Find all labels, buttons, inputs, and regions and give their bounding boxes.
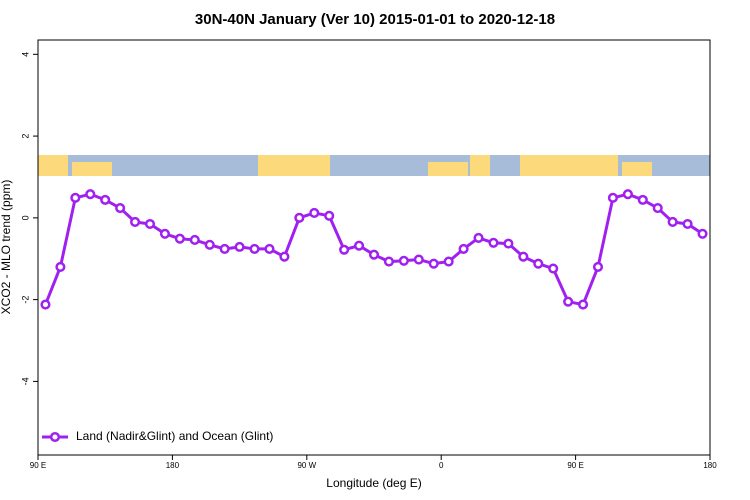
- data-point: [652, 202, 663, 214]
- data-point: [637, 194, 648, 205]
- data-point: [85, 189, 96, 200]
- data-point: [309, 207, 320, 219]
- y-axis-label: XCO2 - MLO trend (ppm): [0, 180, 13, 315]
- x-tick-label: 180: [166, 461, 180, 470]
- data-point: [159, 228, 170, 239]
- data-point: [458, 243, 469, 254]
- data-point: [607, 192, 618, 203]
- series-line: [44, 192, 704, 307]
- data-point: [115, 202, 126, 214]
- data-point: [339, 244, 350, 255]
- data-point: [518, 251, 529, 262]
- plot-frame: [37, 39, 711, 456]
- data-point: [578, 299, 589, 310]
- data-point: [413, 254, 424, 265]
- data-point: [503, 238, 514, 249]
- data-point: [682, 218, 693, 230]
- x-tick-label: 90 E: [30, 461, 46, 470]
- data-point: [398, 255, 409, 266]
- y-tick-label: 4: [20, 52, 30, 57]
- y-tick-label: -4: [20, 377, 30, 385]
- data-point: [189, 234, 200, 245]
- x-axis-label: Longitude (deg E): [326, 476, 421, 490]
- data-point: [488, 237, 499, 248]
- data-point: [70, 192, 81, 203]
- data-point: [697, 228, 708, 239]
- data-point: [563, 296, 574, 307]
- data-point: [219, 243, 230, 254]
- y-tick-label: 2: [20, 134, 30, 139]
- data-point: [354, 240, 365, 251]
- data-point: [592, 261, 604, 272]
- data-point: [279, 251, 290, 262]
- data-point: [130, 216, 141, 227]
- data-point: [548, 263, 559, 274]
- data-point: [473, 232, 484, 243]
- data-point: [204, 239, 215, 250]
- y-tick-label: -2: [20, 296, 30, 304]
- y-tick-label: 0: [20, 215, 30, 220]
- legend-label: Land (Nadir&Glint) and Ocean (Glint): [76, 429, 273, 443]
- data-point: [324, 210, 335, 221]
- data-point: [294, 212, 305, 223]
- data-point: [383, 256, 394, 267]
- data-point: [55, 261, 66, 272]
- x-tick-label: 90 E: [567, 461, 583, 470]
- data-point: [40, 299, 51, 310]
- data-point: [249, 243, 260, 254]
- x-tick-label: 90 W: [297, 461, 316, 470]
- data-point: [622, 189, 633, 200]
- chart-title: 30N-40N January (Ver 10) 2015-01-01 to 2…: [195, 11, 555, 28]
- data-point: [174, 233, 185, 244]
- data-point: [533, 258, 544, 269]
- data-point: [234, 241, 245, 252]
- data-point: [428, 258, 439, 269]
- map-strip: [38, 155, 710, 176]
- x-tick-label: 0: [439, 461, 444, 470]
- legend-marker: [49, 431, 61, 443]
- data-point: [443, 256, 454, 267]
- data-point: [100, 194, 111, 205]
- x-tick-label: 180: [703, 461, 717, 470]
- data-point: [667, 216, 678, 227]
- data-point: [144, 218, 156, 230]
- data-point: [368, 249, 380, 260]
- data-point: [264, 243, 275, 254]
